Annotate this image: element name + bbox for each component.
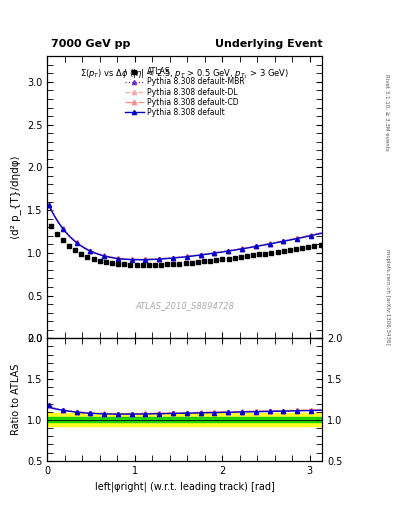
Pythia 8.308 default-CD	[171, 254, 175, 261]
ATLAS	[61, 238, 65, 244]
Pythia 8.308 default-MBR	[319, 230, 324, 236]
ATLAS	[97, 258, 102, 264]
Bar	[47, 413, 322, 425]
ATLAS	[177, 261, 182, 267]
ATLAS	[116, 261, 121, 267]
ATLAS	[202, 258, 206, 264]
ATLAS	[134, 262, 139, 268]
Text: ATLAS_2010_S8894728: ATLAS_2010_S8894728	[135, 301, 234, 310]
Pythia 8.308 default-MBR	[171, 254, 175, 261]
Pythia 8.308 default	[136, 257, 141, 263]
Pythia 8.308 default-MBR	[226, 248, 231, 254]
ATLAS	[244, 253, 249, 259]
ATLAS	[312, 243, 317, 249]
ATLAS	[208, 258, 213, 264]
ATLAS	[171, 261, 176, 267]
Pythia 8.308 default-CD	[236, 246, 241, 252]
Pythia 8.308 default-DL	[171, 255, 175, 261]
ATLAS	[79, 251, 84, 257]
Text: 7000 GeV pp: 7000 GeV pp	[51, 38, 130, 49]
Text: $\Sigma(p_T)$ vs $\Delta\phi$ ($|\eta|$ < 2.5, $p_T$ > 0.5 GeV, $p_{T_1}$ > 3 Ge: $\Sigma(p_T)$ vs $\Delta\phi$ ($|\eta|$ …	[80, 68, 289, 81]
Y-axis label: ⟨d² p_{T}/dηdφ⟩: ⟨d² p_{T}/dηdφ⟩	[10, 156, 21, 239]
ATLAS	[214, 257, 219, 263]
ATLAS	[165, 261, 169, 267]
Pythia 8.308 default-DL	[46, 202, 51, 208]
Pythia 8.308 default-MBR	[212, 250, 217, 256]
Pythia 8.308 default	[236, 246, 241, 252]
Line: ATLAS: ATLAS	[48, 223, 323, 268]
ATLAS	[85, 253, 90, 260]
Pythia 8.308 default-CD	[226, 247, 231, 253]
ATLAS	[183, 260, 188, 266]
ATLAS	[67, 243, 72, 249]
Pythia 8.308 default-CD	[46, 202, 51, 208]
Pythia 8.308 default	[292, 236, 296, 242]
Pythia 8.308 default-DL	[215, 249, 220, 255]
Text: Underlying Event: Underlying Event	[215, 38, 322, 49]
ATLAS	[269, 249, 274, 255]
Pythia 8.308 default-CD	[212, 249, 217, 255]
ATLAS	[232, 254, 237, 261]
Bar	[47, 417, 322, 422]
Line: Pythia 8.308 default-DL: Pythia 8.308 default-DL	[47, 203, 323, 262]
ATLAS	[300, 245, 305, 251]
Pythia 8.308 default-CD	[215, 249, 220, 255]
ATLAS	[220, 256, 225, 262]
ATLAS	[147, 262, 151, 268]
ATLAS	[128, 262, 133, 268]
Pythia 8.308 default-DL	[236, 246, 241, 252]
ATLAS	[318, 242, 323, 248]
ATLAS	[226, 255, 231, 262]
Text: mcplots.cern.ch [arXiv:1306.3436]: mcplots.cern.ch [arXiv:1306.3436]	[385, 249, 389, 345]
ATLAS	[189, 260, 194, 266]
ATLAS	[122, 262, 127, 268]
Pythia 8.308 default-MBR	[136, 257, 141, 263]
ATLAS	[159, 262, 163, 268]
Pythia 8.308 default-CD	[319, 230, 324, 236]
ATLAS	[294, 246, 298, 252]
Pythia 8.308 default-DL	[136, 257, 141, 263]
X-axis label: left|φright| (w.r.t. leading track) [rad]: left|φright| (w.r.t. leading track) [rad…	[95, 481, 275, 492]
ATLAS	[195, 259, 200, 265]
Pythia 8.308 default	[215, 249, 220, 255]
ATLAS	[55, 231, 59, 237]
ATLAS	[110, 260, 114, 266]
ATLAS	[251, 252, 255, 259]
Pythia 8.308 default-CD	[136, 256, 141, 262]
Pythia 8.308 default-DL	[319, 230, 324, 236]
Pythia 8.308 default-MBR	[215, 249, 220, 255]
ATLAS	[306, 244, 310, 250]
ATLAS	[48, 223, 53, 229]
Pythia 8.308 default-MBR	[292, 236, 296, 242]
ATLAS	[91, 256, 96, 262]
ATLAS	[152, 262, 157, 268]
Pythia 8.308 default-DL	[292, 236, 296, 242]
Pythia 8.308 default-MBR	[46, 202, 51, 208]
Pythia 8.308 default	[226, 248, 231, 254]
Pythia 8.308 default	[171, 255, 175, 261]
ATLAS	[140, 262, 145, 268]
Pythia 8.308 default-DL	[226, 248, 231, 254]
Legend: ATLAS, Pythia 8.308 default-MBR, Pythia 8.308 default-DL, Pythia 8.308 default-C: ATLAS, Pythia 8.308 default-MBR, Pythia …	[123, 66, 246, 118]
Pythia 8.308 default-MBR	[236, 246, 241, 252]
ATLAS	[263, 250, 268, 257]
Pythia 8.308 default	[212, 250, 217, 256]
Line: Pythia 8.308 default-MBR: Pythia 8.308 default-MBR	[47, 203, 323, 262]
Pythia 8.308 default-CD	[292, 236, 296, 242]
ATLAS	[257, 251, 261, 258]
ATLAS	[239, 254, 243, 260]
ATLAS	[103, 259, 108, 265]
ATLAS	[275, 249, 280, 255]
Line: Pythia 8.308 default-CD: Pythia 8.308 default-CD	[47, 202, 323, 261]
Pythia 8.308 default-DL	[212, 250, 217, 256]
Pythia 8.308 default	[319, 230, 324, 237]
ATLAS	[288, 247, 292, 253]
Text: Rivet 3.1.10, ≥ 3.3M events: Rivet 3.1.10, ≥ 3.3M events	[385, 74, 389, 151]
ATLAS	[73, 247, 77, 253]
Pythia 8.308 default	[46, 202, 51, 208]
Y-axis label: Ratio to ATLAS: Ratio to ATLAS	[11, 364, 21, 435]
ATLAS	[281, 248, 286, 254]
Line: Pythia 8.308 default: Pythia 8.308 default	[47, 203, 323, 262]
